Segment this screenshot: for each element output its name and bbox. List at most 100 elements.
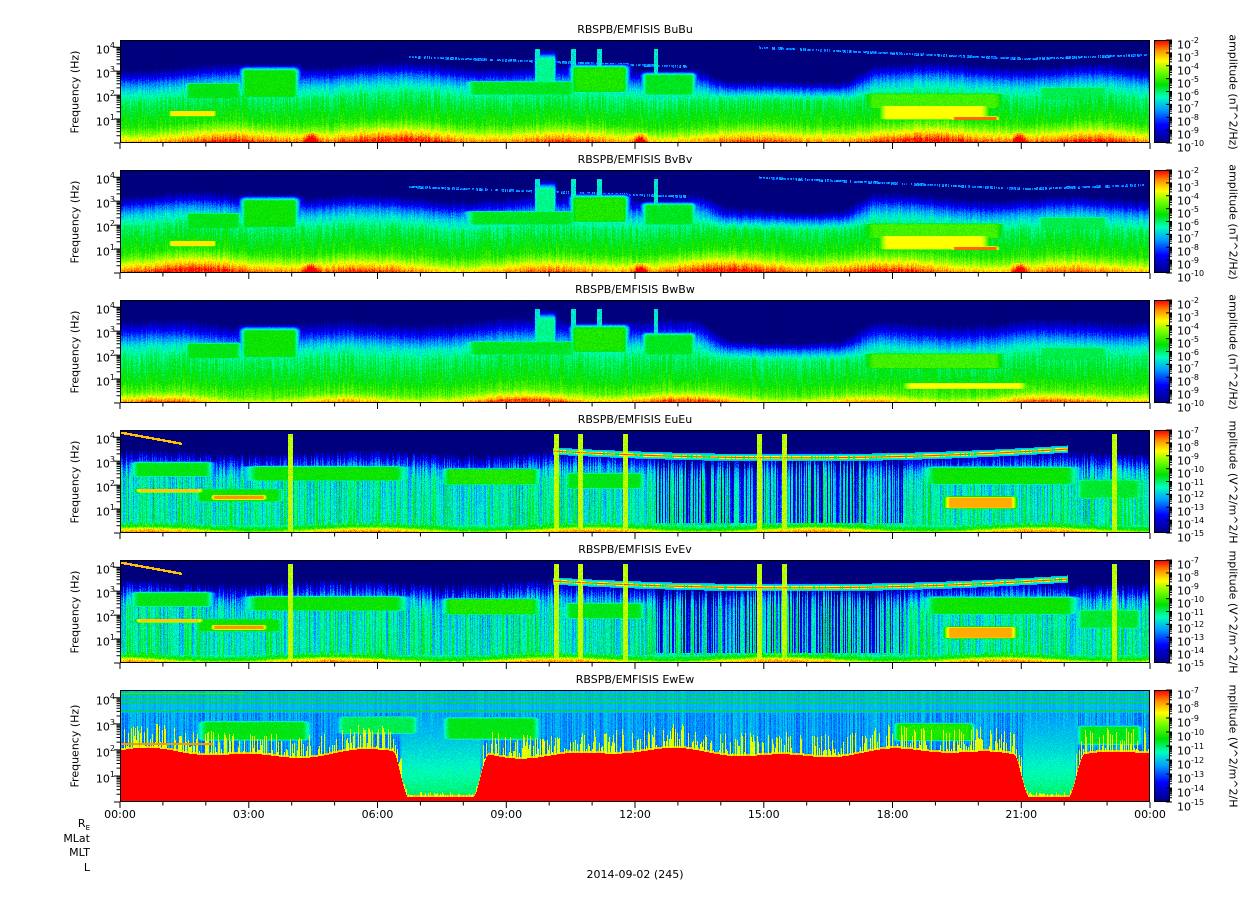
- x-axis-tick-label: 15:00: [747, 808, 780, 821]
- colorbar-unit-label: mplitude (V^2/m^2/H: [1226, 420, 1240, 543]
- y-axis-label: Frequency (Hz): [68, 570, 82, 653]
- y-axis-tick-label: 103: [95, 195, 115, 211]
- colorbar-tick-label: 10-7: [1177, 100, 1199, 117]
- orbit-label-r: RE: [77, 817, 90, 833]
- colorbar-tick-label: 10-5: [1177, 334, 1199, 351]
- panel-title: RBSPB/EMFISIS BuBu: [577, 23, 693, 36]
- y-axis-tick-label: 102: [95, 219, 115, 235]
- colorbar-tick-label: 10-10: [1177, 399, 1205, 415]
- colorbar-tick-label: 10-6: [1177, 347, 1199, 364]
- colorbar-tick-label: 10-5: [1177, 74, 1199, 91]
- panel-title: RBSPB/EMFISIS EwEw: [575, 673, 695, 686]
- colorbar: [1154, 690, 1170, 802]
- y-axis-label: Frequency (Hz): [68, 440, 82, 523]
- x-axis-tick-label: 12:00: [619, 808, 651, 821]
- colorbar-tick-label: 10-14: [1177, 646, 1205, 662]
- spectrogram-plot: [120, 690, 1150, 802]
- y-axis-tick-label: 103: [95, 325, 115, 341]
- spectrogram-plot: [120, 170, 1150, 273]
- y-axis-tick-label: 104: [95, 171, 115, 187]
- colorbar-unit-label: mplitude (V^2/m^2/H: [1226, 550, 1240, 673]
- panel-title: RBSPB/EMFISIS BvBv: [577, 153, 693, 166]
- y-axis-tick-label: 104: [95, 301, 115, 317]
- y-axis-label: Frequency (Hz): [68, 50, 82, 133]
- colorbar-tick-label: 10-9: [1177, 256, 1199, 272]
- y-axis-label: Frequency (Hz): [68, 704, 82, 788]
- colorbar-tick-label: 10-7: [1177, 686, 1199, 702]
- colorbar-tick-label: 10-7: [1177, 556, 1199, 572]
- colorbar: [1154, 170, 1170, 273]
- colorbar-tick-label: 10-10: [1177, 464, 1205, 481]
- colorbar: [1154, 430, 1170, 533]
- colorbar-tick-label: 10-5: [1177, 204, 1199, 221]
- colorbar-tick-label: 10-8: [1177, 243, 1199, 259]
- colorbar-tick-label: 10-3: [1177, 178, 1199, 195]
- colorbar-tick-label: 10-15: [1177, 659, 1205, 675]
- y-axis-tick-label: 102: [95, 349, 115, 365]
- colorbar-tick-label: 10-15: [1177, 529, 1205, 545]
- colorbar-tick-label: 10-13: [1177, 503, 1205, 519]
- y-axis-label: Frequency (Hz): [68, 310, 82, 393]
- colorbar-tick-label: 10-13: [1177, 633, 1205, 649]
- colorbar-tick-label: 10-6: [1177, 217, 1199, 234]
- colorbar-tick-label: 10-7: [1177, 426, 1199, 442]
- y-axis-tick-label: 102: [95, 743, 115, 760]
- colorbar-tick-label: 10-8: [1177, 568, 1199, 585]
- colorbar-unit-label: amplitude (nT^2/Hz): [1226, 293, 1240, 410]
- colorbar: [1154, 300, 1170, 403]
- colorbar-tick-label: 10-10: [1177, 139, 1205, 155]
- colorbar-tick-label: 10-10: [1177, 594, 1205, 611]
- colorbar-unit-label: amplitude (nT^2/Hz): [1226, 33, 1240, 150]
- colorbar-unit-label: amplitude (nT^2/Hz): [1226, 163, 1240, 280]
- colorbar-tick-label: 10-10: [1177, 269, 1205, 285]
- colorbar-tick-label: 10-4: [1177, 191, 1199, 208]
- y-axis-tick-label: 101: [95, 373, 115, 389]
- colorbar-tick-label: 10-8: [1177, 113, 1199, 129]
- x-axis-tick-label: 21:00: [1005, 808, 1038, 821]
- y-axis-tick-label: 102: [95, 609, 115, 625]
- colorbar-tick-label: 10-13: [1177, 770, 1205, 786]
- x-axis-tick-label: 03:00: [232, 808, 265, 821]
- colorbar-tick-label: 10-12: [1177, 620, 1205, 637]
- y-axis-label: Frequency (Hz): [68, 180, 82, 263]
- colorbar-tick-label: 10-11: [1177, 477, 1205, 494]
- x-axis-tick-label: 06:00: [361, 808, 394, 821]
- colorbar-tick-label: 10-8: [1177, 438, 1199, 455]
- colorbar-tick-label: 10-4: [1177, 61, 1199, 78]
- orbit-label-mlt: MLT: [69, 846, 90, 859]
- orbit-label-l: L: [83, 860, 90, 874]
- y-axis-tick-label: 101: [95, 633, 115, 649]
- x-axis-tick-label: 18:00: [876, 808, 909, 821]
- spectrogram-plot: [120, 300, 1150, 403]
- colorbar-tick-label: 10-8: [1177, 700, 1199, 716]
- orbit-label-mlat: MLat: [63, 831, 90, 845]
- y-axis-tick-label: 101: [95, 113, 115, 129]
- y-axis-tick-label: 104: [95, 41, 115, 57]
- colorbar-tick-label: 10-8: [1177, 373, 1199, 389]
- colorbar-tick-label: 10-14: [1177, 516, 1205, 532]
- panel-title: RBSPB/EMFISIS EvEv: [578, 543, 692, 556]
- colorbar-tick-label: 10-7: [1177, 360, 1199, 377]
- x-axis-tick-label: 00:00: [104, 808, 136, 821]
- colorbar-tick-label: 10-6: [1177, 87, 1199, 104]
- panel-title: RBSPB/EMFISIS BwBw: [575, 283, 695, 296]
- colorbar-tick-label: 10-4: [1177, 321, 1199, 338]
- colorbar-tick-label: 10-11: [1177, 742, 1205, 758]
- colorbar-tick-label: 10-2: [1177, 36, 1199, 52]
- date-label: 2014-09-02 (245): [586, 868, 684, 881]
- y-axis-tick-label: 104: [95, 691, 115, 708]
- colorbar-tick-label: 10-9: [1177, 126, 1199, 142]
- colorbar-tick-label: 10-14: [1177, 784, 1205, 800]
- y-axis-tick-label: 102: [95, 479, 115, 495]
- colorbar: [1154, 40, 1170, 143]
- colorbar-tick-label: 10-11: [1177, 607, 1205, 624]
- y-axis-tick-label: 103: [95, 455, 115, 471]
- y-axis-tick-label: 103: [95, 717, 115, 734]
- x-axis-tick-label: 09:00: [490, 808, 523, 821]
- spectrogram-plot: [120, 430, 1150, 533]
- colorbar: [1154, 560, 1170, 663]
- y-axis-tick-label: 103: [95, 585, 115, 601]
- y-axis-tick-label: 101: [95, 243, 115, 259]
- colorbar-tick-label: 10-12: [1177, 490, 1205, 507]
- colorbar-tick-label: 10-9: [1177, 451, 1199, 468]
